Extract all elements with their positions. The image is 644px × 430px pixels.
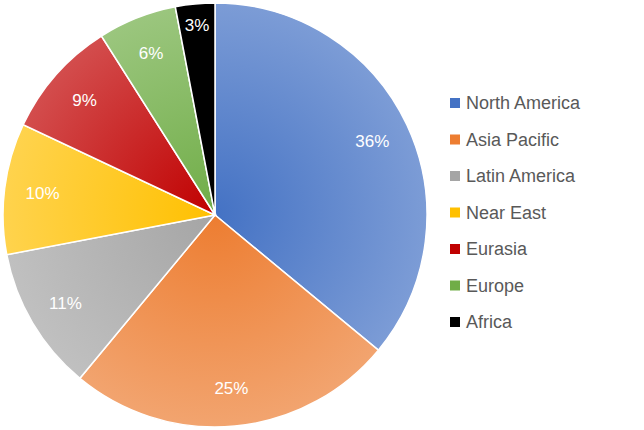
legend-label: North America [466, 93, 581, 113]
legend-label: Latin America [466, 166, 576, 186]
legend-swatch [450, 244, 460, 254]
legend-swatch [450, 135, 460, 145]
data-labels: 36% 25% 11% 10% 9% 6% 3% [25, 16, 389, 398]
data-label: 3% [185, 16, 210, 35]
legend-swatch [450, 281, 460, 291]
legend-label: Europe [466, 276, 524, 296]
legend-label: Asia Pacific [466, 130, 559, 150]
data-label: 11% [49, 294, 82, 313]
data-label: 36% [355, 132, 389, 151]
data-label: 25% [214, 379, 248, 398]
data-label: 10% [25, 184, 59, 203]
chart: 36% 25% 11% 10% 9% 6% 3% North America Asia Paci… [0, 0, 644, 430]
legend: North America Asia Pacific Latin America Ne… [450, 93, 581, 332]
legend-label: Eurasia [466, 239, 528, 259]
legend-swatch [450, 171, 460, 181]
data-label: 9% [72, 91, 97, 110]
slices [3, 3, 427, 427]
legend-swatch [450, 317, 460, 327]
legend-label: Near East [466, 203, 546, 223]
legend-swatch [450, 208, 460, 218]
legend-swatch [450, 98, 460, 108]
legend-label: Africa [466, 312, 513, 332]
pie-slice [175, 3, 215, 215]
data-label: 6% [139, 44, 164, 63]
